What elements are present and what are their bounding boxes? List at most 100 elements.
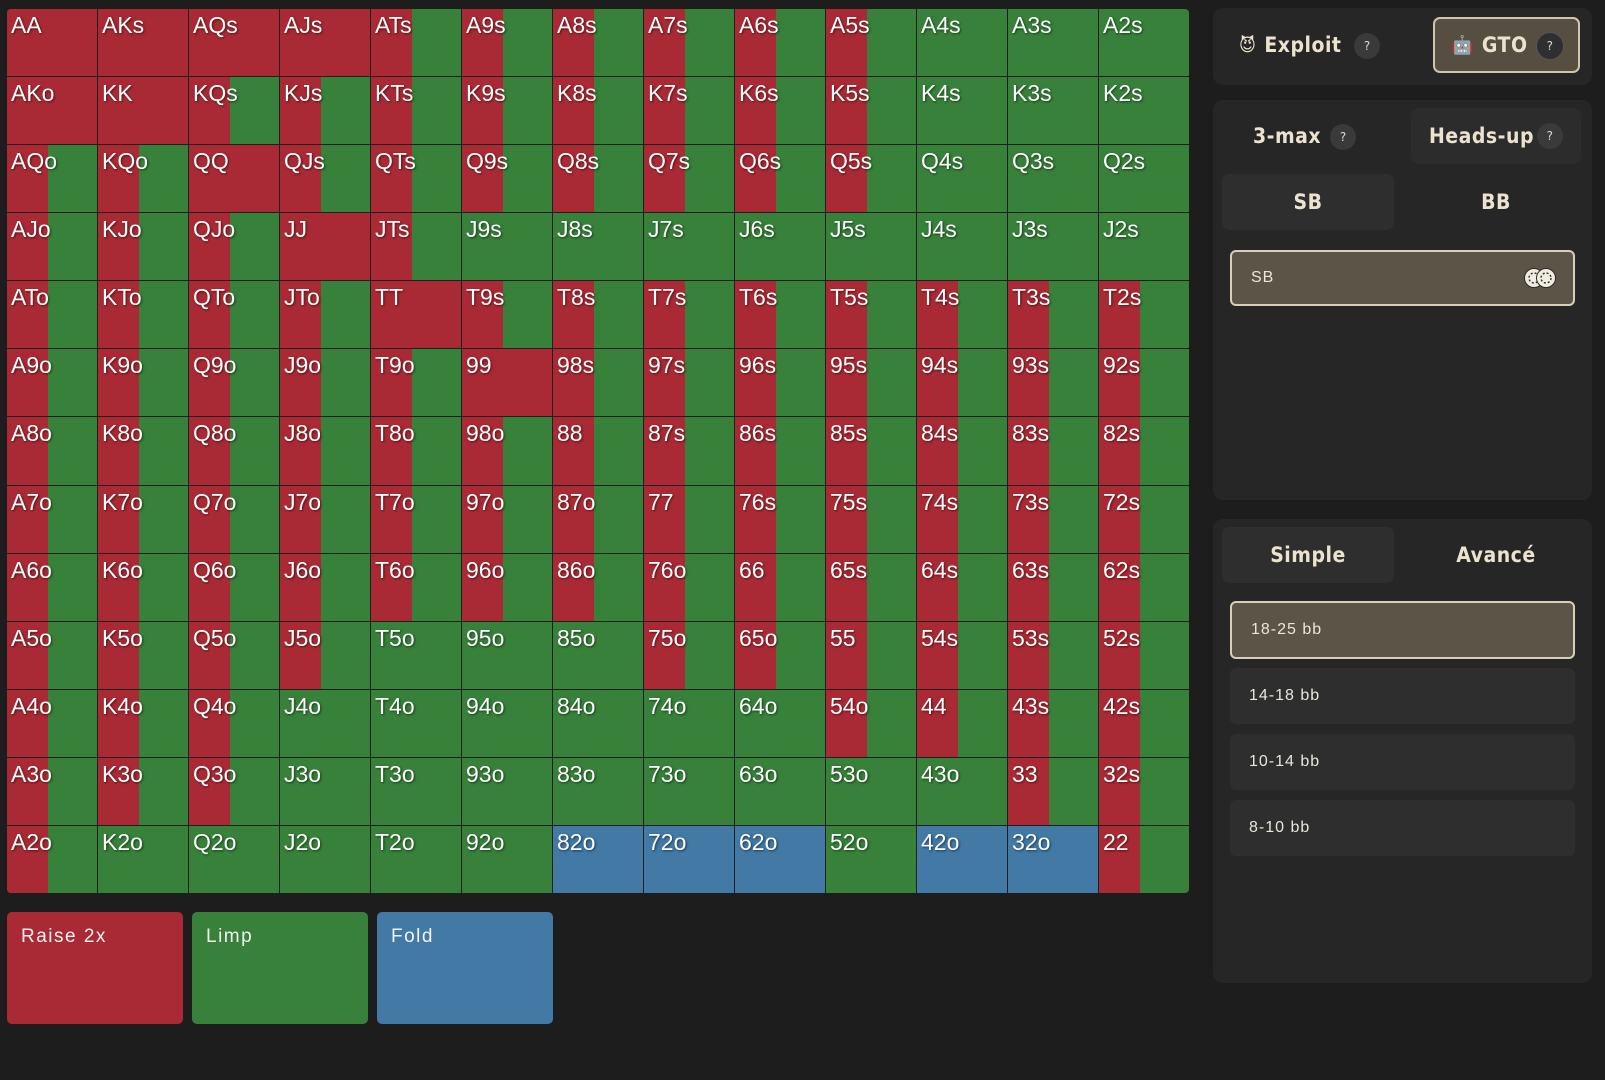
hand-cell-Q6s[interactable]: Q6s (735, 145, 825, 213)
hand-cell-A7o[interactable]: A7o (7, 485, 97, 553)
hand-cell-85s[interactable]: 85s (826, 417, 916, 485)
hand-cell-KTs[interactable]: KTs (371, 77, 461, 145)
hand-cell-K8o[interactable]: K8o (98, 417, 188, 485)
hand-cell-76s[interactable]: 76s (735, 485, 825, 553)
hand-cell-93o[interactable]: 93o (462, 757, 552, 825)
heads-up-button[interactable]: Heads-up ? (1411, 108, 1581, 164)
hand-cell-J4o[interactable]: J4o (280, 689, 370, 757)
hand-cell-87o[interactable]: 87o (553, 485, 643, 553)
hand-cell-Q8s[interactable]: Q8s (553, 145, 643, 213)
hand-cell-T9o[interactable]: T9o (371, 349, 461, 417)
hand-cell-JTs[interactable]: JTs (371, 213, 461, 281)
hand-cell-92s[interactable]: 92s (1099, 349, 1189, 417)
hand-cell-JJ[interactable]: JJ (280, 213, 370, 281)
tab-simple[interactable]: Simple (1222, 527, 1394, 583)
hand-cell-QJo[interactable]: QJo (189, 213, 279, 281)
hand-cell-K7s[interactable]: K7s (644, 77, 734, 145)
hand-cell-Q6o[interactable]: Q6o (189, 553, 279, 621)
hand-cell-A9s[interactable]: A9s (462, 9, 552, 77)
hand-cell-62s[interactable]: 62s (1099, 553, 1189, 621)
hand-cell-86o[interactable]: 86o (553, 553, 643, 621)
hand-cell-AJo[interactable]: AJo (7, 213, 97, 281)
hand-cell-A2o[interactable]: A2o (7, 825, 97, 893)
hand-cell-AKs[interactable]: AKs (98, 9, 188, 77)
hand-cell-Q9o[interactable]: Q9o (189, 349, 279, 417)
hand-cell-K5s[interactable]: K5s (826, 77, 916, 145)
hand-cell-96s[interactable]: 96s (735, 349, 825, 417)
hand-cell-95s[interactable]: 95s (826, 349, 916, 417)
hand-cell-74s[interactable]: 74s (917, 485, 1007, 553)
hand-cell-88[interactable]: 88 (553, 417, 643, 485)
hand-cell-J5o[interactable]: J5o (280, 621, 370, 689)
hand-cell-A9o[interactable]: A9o (7, 349, 97, 417)
hand-cell-87s[interactable]: 87s (644, 417, 734, 485)
hand-cell-A6o[interactable]: A6o (7, 553, 97, 621)
position-select[interactable]: SB (1230, 250, 1575, 306)
hand-cell-99[interactable]: 99 (462, 349, 552, 417)
hand-cell-75s[interactable]: 75s (826, 485, 916, 553)
hand-cell-KJo[interactable]: KJo (98, 213, 188, 281)
hand-cell-T6o[interactable]: T6o (371, 553, 461, 621)
hand-cell-K4s[interactable]: K4s (917, 77, 1007, 145)
hand-cell-K7o[interactable]: K7o (98, 485, 188, 553)
hand-cell-K6s[interactable]: K6s (735, 77, 825, 145)
legend-fold[interactable]: Fold (377, 912, 553, 1024)
hand-cell-A5s[interactable]: A5s (826, 9, 916, 77)
hand-cell-84o[interactable]: 84o (553, 689, 643, 757)
hand-cell-63o[interactable]: 63o (735, 757, 825, 825)
hand-cell-K3s[interactable]: K3s (1008, 77, 1098, 145)
hand-cell-97s[interactable]: 97s (644, 349, 734, 417)
hand-cell-KK[interactable]: KK (98, 77, 188, 145)
hand-cell-Q3o[interactable]: Q3o (189, 757, 279, 825)
hand-cell-J4s[interactable]: J4s (917, 213, 1007, 281)
tab-sb[interactable]: SB (1222, 174, 1394, 230)
hand-cell-Q9s[interactable]: Q9s (462, 145, 552, 213)
hand-cell-84s[interactable]: 84s (917, 417, 1007, 485)
hand-cell-T4o[interactable]: T4o (371, 689, 461, 757)
hand-cell-A2s[interactable]: A2s (1099, 9, 1189, 77)
hand-cell-22[interactable]: 22 (1099, 825, 1189, 893)
tab-bb[interactable]: BB (1410, 174, 1582, 230)
hand-cell-73s[interactable]: 73s (1008, 485, 1098, 553)
hand-cell-J6o[interactable]: J6o (280, 553, 370, 621)
exploit-button[interactable]: 😈 Exploit (1239, 17, 1389, 73)
stack-option-18-25[interactable]: 18-25 bb (1230, 601, 1575, 659)
hand-cell-Q5s[interactable]: Q5s (826, 145, 916, 213)
hand-cell-T5o[interactable]: T5o (371, 621, 461, 689)
hand-cell-72s[interactable]: 72s (1099, 485, 1189, 553)
hand-cell-J3s[interactable]: J3s (1008, 213, 1098, 281)
hand-cell-AA[interactable]: AA (7, 9, 97, 77)
hand-cell-KQo[interactable]: KQo (98, 145, 188, 213)
hand-cell-ATo[interactable]: ATo (7, 281, 97, 349)
hand-cell-62o[interactable]: 62o (735, 825, 825, 893)
hand-cell-QJs[interactable]: QJs (280, 145, 370, 213)
hand-cell-K9o[interactable]: K9o (98, 349, 188, 417)
gto-button[interactable]: 🤖 GTO ? (1433, 17, 1580, 73)
hand-cell-43s[interactable]: 43s (1008, 689, 1098, 757)
hand-cell-J7o[interactable]: J7o (280, 485, 370, 553)
heads-up-help-icon[interactable]: ? (1537, 123, 1563, 149)
hand-cell-J5s[interactable]: J5s (826, 213, 916, 281)
hand-cell-K9s[interactable]: K9s (462, 77, 552, 145)
hand-cell-52o[interactable]: 52o (826, 825, 916, 893)
hand-cell-93s[interactable]: 93s (1008, 349, 1098, 417)
gto-help-icon[interactable]: ? (1536, 32, 1564, 60)
hand-cell-63s[interactable]: 63s (1008, 553, 1098, 621)
hand-cell-33[interactable]: 33 (1008, 757, 1098, 825)
hand-cell-32s[interactable]: 32s (1099, 757, 1189, 825)
hand-cell-T2s[interactable]: T2s (1099, 281, 1189, 349)
hand-cell-65s[interactable]: 65s (826, 553, 916, 621)
hand-cell-44[interactable]: 44 (917, 689, 1007, 757)
hand-cell-ATs[interactable]: ATs (371, 9, 461, 77)
hand-cell-J2s[interactable]: J2s (1099, 213, 1189, 281)
hand-cell-65o[interactable]: 65o (735, 621, 825, 689)
hand-cell-Q7s[interactable]: Q7s (644, 145, 734, 213)
hand-cell-Q2o[interactable]: Q2o (189, 825, 279, 893)
hand-cell-52s[interactable]: 52s (1099, 621, 1189, 689)
hand-cell-K8s[interactable]: K8s (553, 77, 643, 145)
hand-cell-Q2s[interactable]: Q2s (1099, 145, 1189, 213)
hand-cell-94s[interactable]: 94s (917, 349, 1007, 417)
hand-cell-T9s[interactable]: T9s (462, 281, 552, 349)
hand-cell-JTo[interactable]: JTo (280, 281, 370, 349)
hand-cell-T4s[interactable]: T4s (917, 281, 1007, 349)
